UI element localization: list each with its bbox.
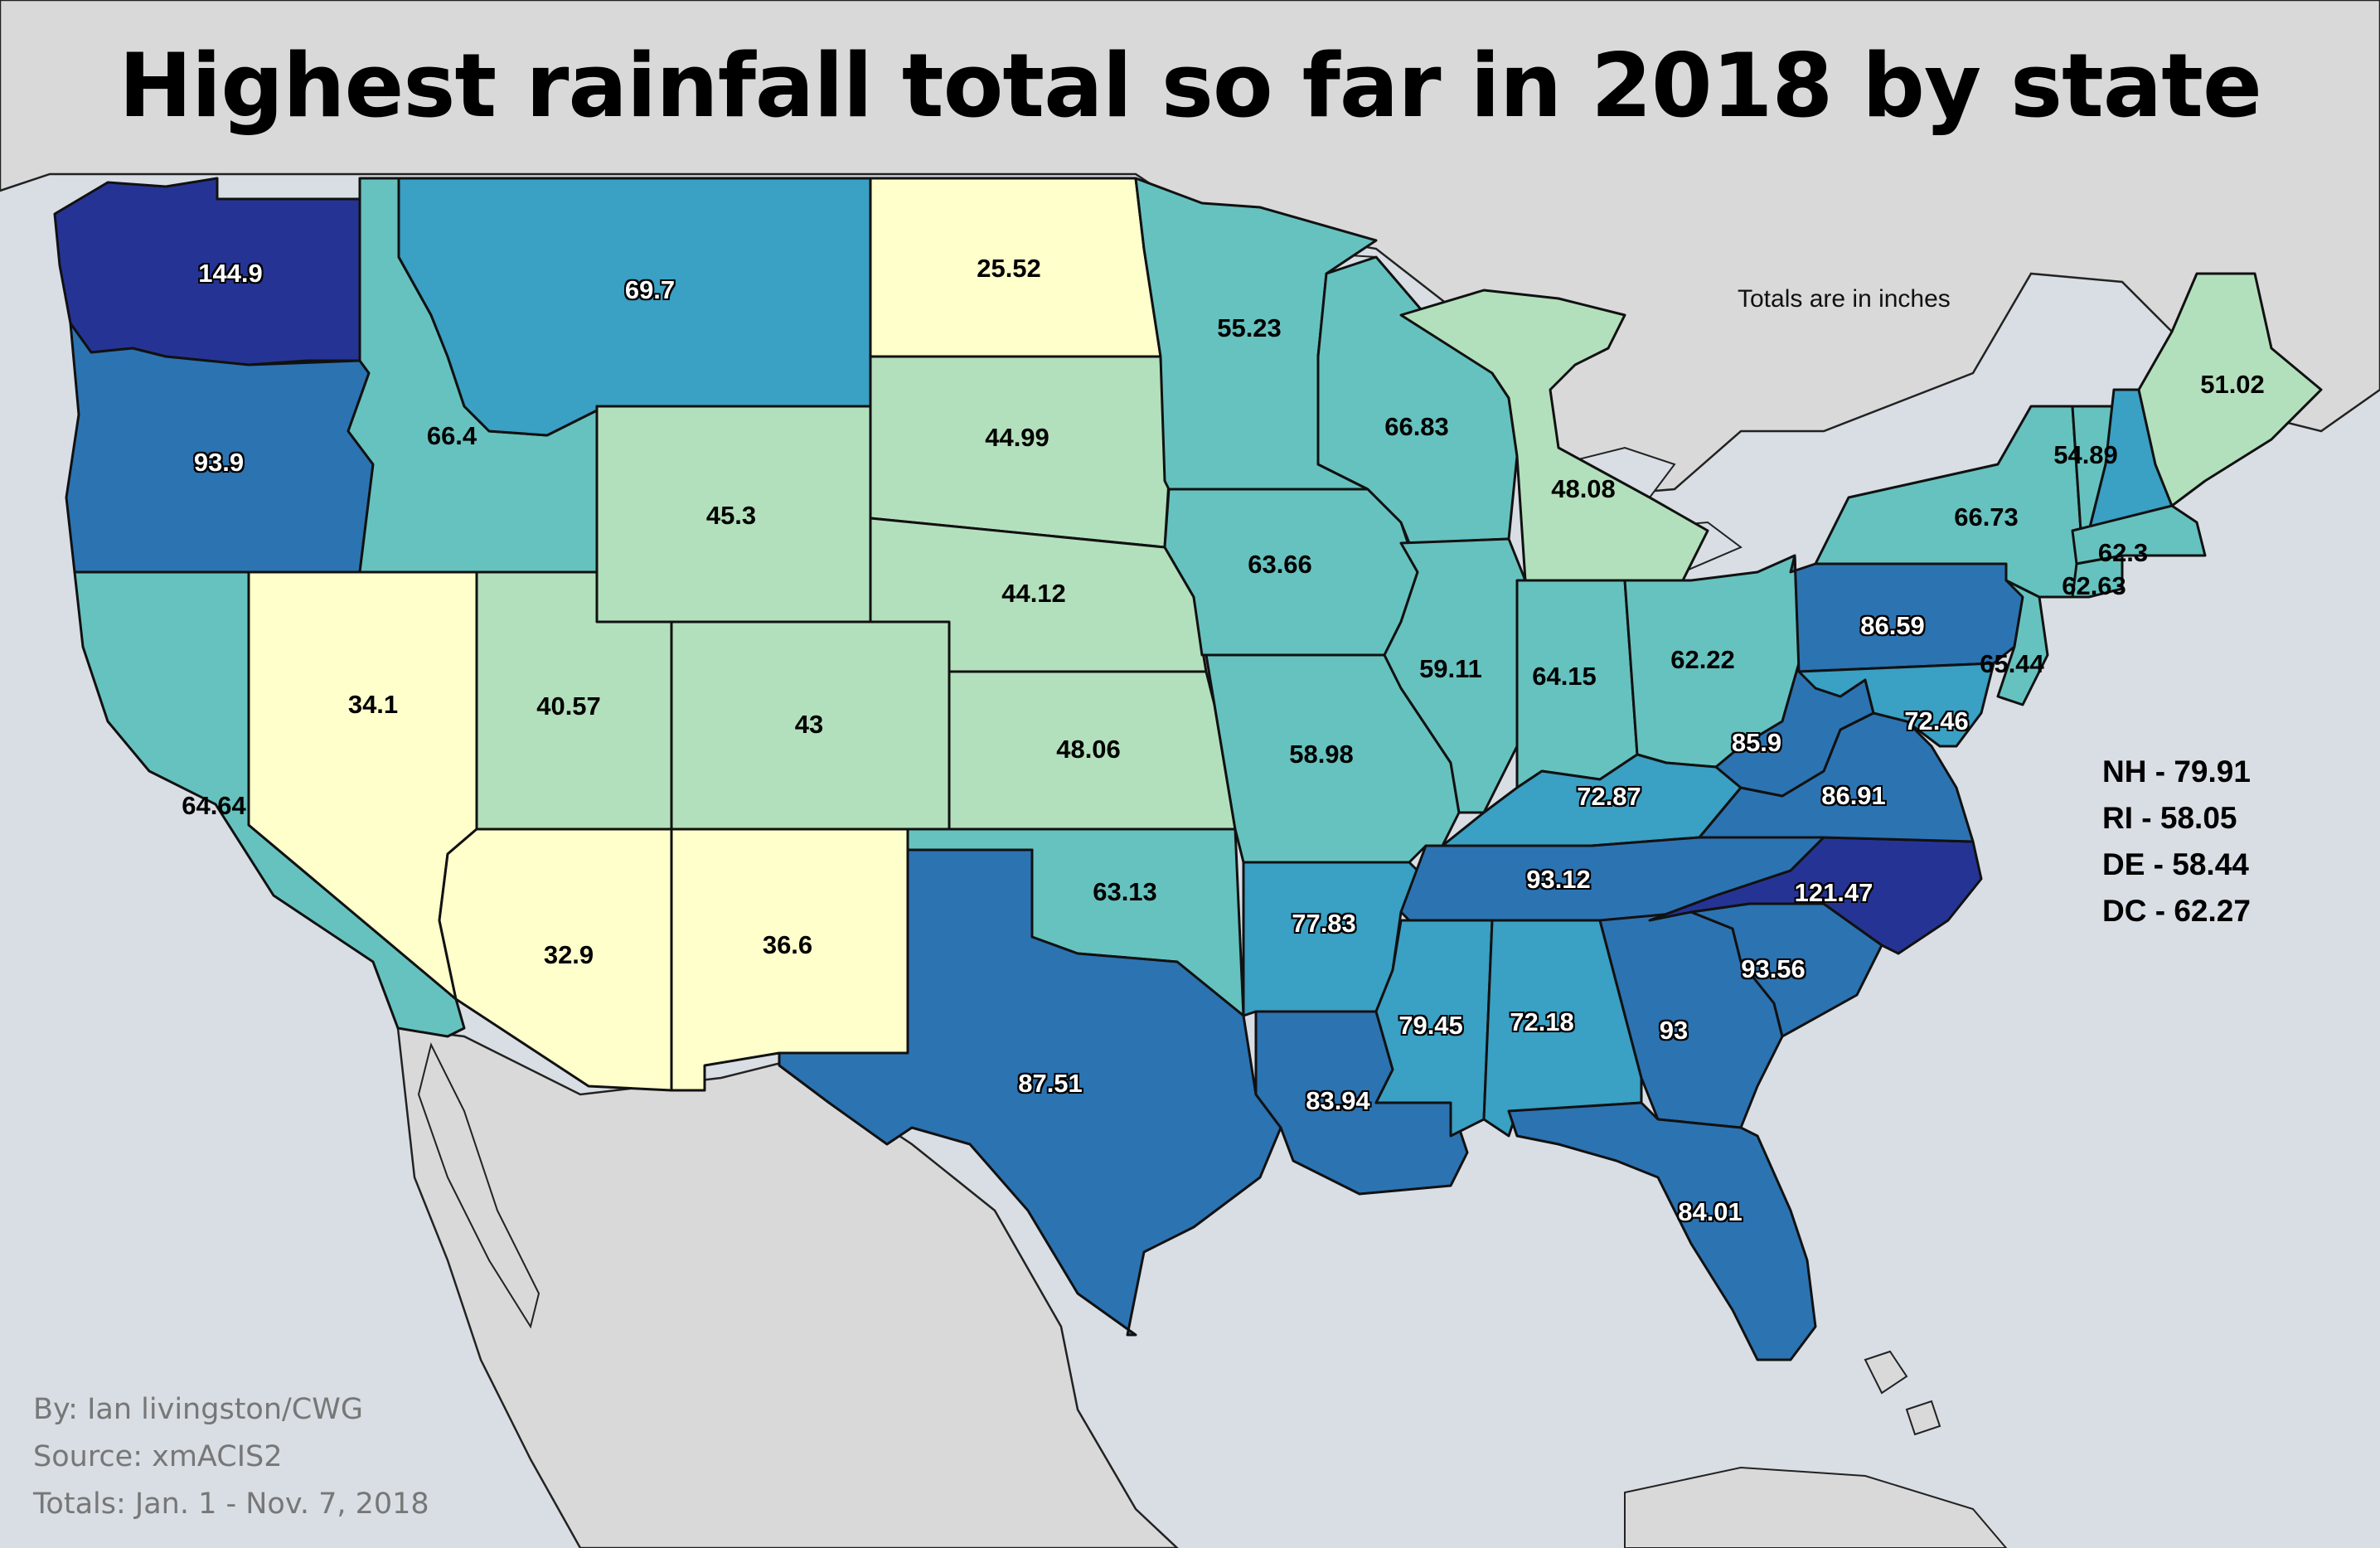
state-value-ne: 44.12 — [1001, 579, 1066, 608]
state-value-wy: 45.3 — [705, 501, 757, 530]
state-ct — [2071, 554, 2124, 599]
state-value-wv: 85.9 — [1731, 728, 1782, 757]
state-mt — [397, 177, 872, 437]
state-value-fl: 84.01 — [1678, 1197, 1743, 1226]
state-me — [2137, 272, 2323, 507]
state-value-ga: 93 — [1659, 1016, 1689, 1045]
state-value-nc: 121.47 — [1794, 878, 1873, 907]
state-value-ms: 79.45 — [1398, 1011, 1463, 1040]
state-value-mn: 55.23 — [1217, 313, 1282, 342]
map-title: Highest rainfall total so far in 2018 by… — [119, 35, 2262, 137]
state-value-ia: 63.66 — [1248, 550, 1312, 579]
state-value-nj: 65.44 — [1980, 649, 2044, 678]
state-value-id: 66.4 — [426, 421, 477, 450]
state-value-sd: 44.99 — [985, 423, 1049, 452]
state-value-tx: 87.51 — [1018, 1069, 1083, 1098]
credit-period: Totals: Jan. 1 - Nov. 7, 2018 — [33, 1487, 429, 1521]
bahamas-land — [1864, 1350, 1941, 1436]
state-value-ny: 66.73 — [1954, 502, 2019, 531]
state-value-ks: 48.06 — [1056, 735, 1121, 764]
credits: By: Ian livingston/CWG Source: xmACIS2 T… — [33, 1386, 429, 1528]
state-value-wi: 66.83 — [1384, 412, 1449, 441]
state-value-co: 43 — [794, 710, 824, 739]
state-value-va: 86.91 — [1821, 781, 1886, 810]
state-value-mt: 69.7 — [624, 275, 676, 304]
small-states-list: NH - 79.91 RI - 58.05 DE - 58.44 DC - 62… — [2102, 749, 2251, 934]
state-value-ca: 64.64 — [182, 791, 246, 820]
state-value-md: 72.46 — [1904, 706, 1969, 735]
units-note: Totals are in inches — [1738, 285, 1951, 313]
state-value-il: 59.11 — [1419, 654, 1482, 683]
state-value-nd: 25.52 — [977, 254, 1041, 283]
state-value-ok: 63.13 — [1093, 877, 1157, 906]
state-value-oh: 62.22 — [1670, 645, 1735, 674]
state-md — [1797, 662, 1995, 748]
small-state-dc: DC - 62.27 — [2102, 894, 2251, 928]
state-value-vt: 54.89 — [2053, 440, 2118, 469]
state-value-ct: 62.63 — [2062, 571, 2126, 600]
state-value-ma: 62.3 — [2097, 538, 2149, 567]
state-fl — [1507, 1101, 1817, 1361]
state-value-or: 93.9 — [193, 448, 245, 477]
cuba-land — [1624, 1466, 2008, 1548]
state-value-sc: 93.56 — [1741, 954, 1806, 983]
small-state-ri: RI - 58.05 — [2102, 801, 2237, 835]
state-value-tn: 93.12 — [1526, 865, 1591, 894]
state-nc — [1648, 836, 1983, 955]
state-mi — [1399, 289, 1709, 582]
credit-author: By: Ian livingston/CWG — [33, 1393, 363, 1426]
states-layer — [53, 177, 2323, 1361]
state-value-pa: 86.59 — [1860, 611, 1925, 640]
state-value-ut: 40.57 — [536, 692, 601, 721]
state-value-ky: 72.87 — [1577, 782, 1641, 811]
state-value-la: 83.94 — [1306, 1086, 1370, 1115]
state-nj — [1996, 579, 2049, 706]
state-value-al: 72.18 — [1510, 1007, 1574, 1036]
state-value-ar: 77.83 — [1292, 909, 1356, 938]
small-state-nh: NH - 79.91 — [2102, 755, 2251, 789]
state-value-nv: 34.1 — [347, 690, 399, 719]
credit-source: Source: xmACIS2 — [33, 1440, 283, 1473]
state-value-nm: 36.6 — [762, 930, 813, 959]
state-il — [1383, 537, 1527, 814]
state-value-me: 51.02 — [2200, 370, 2265, 399]
state-value-wa: 144.9 — [198, 259, 263, 288]
state-value-mi: 48.08 — [1551, 474, 1616, 503]
state-value-in: 64.15 — [1532, 662, 1597, 691]
state-value-az: 32.9 — [543, 940, 594, 969]
state-value-mo: 58.98 — [1289, 740, 1354, 769]
small-state-de: DE - 58.44 — [2102, 847, 2249, 881]
state-tx — [778, 848, 1282, 1337]
baja-peninsula — [417, 1042, 540, 1329]
